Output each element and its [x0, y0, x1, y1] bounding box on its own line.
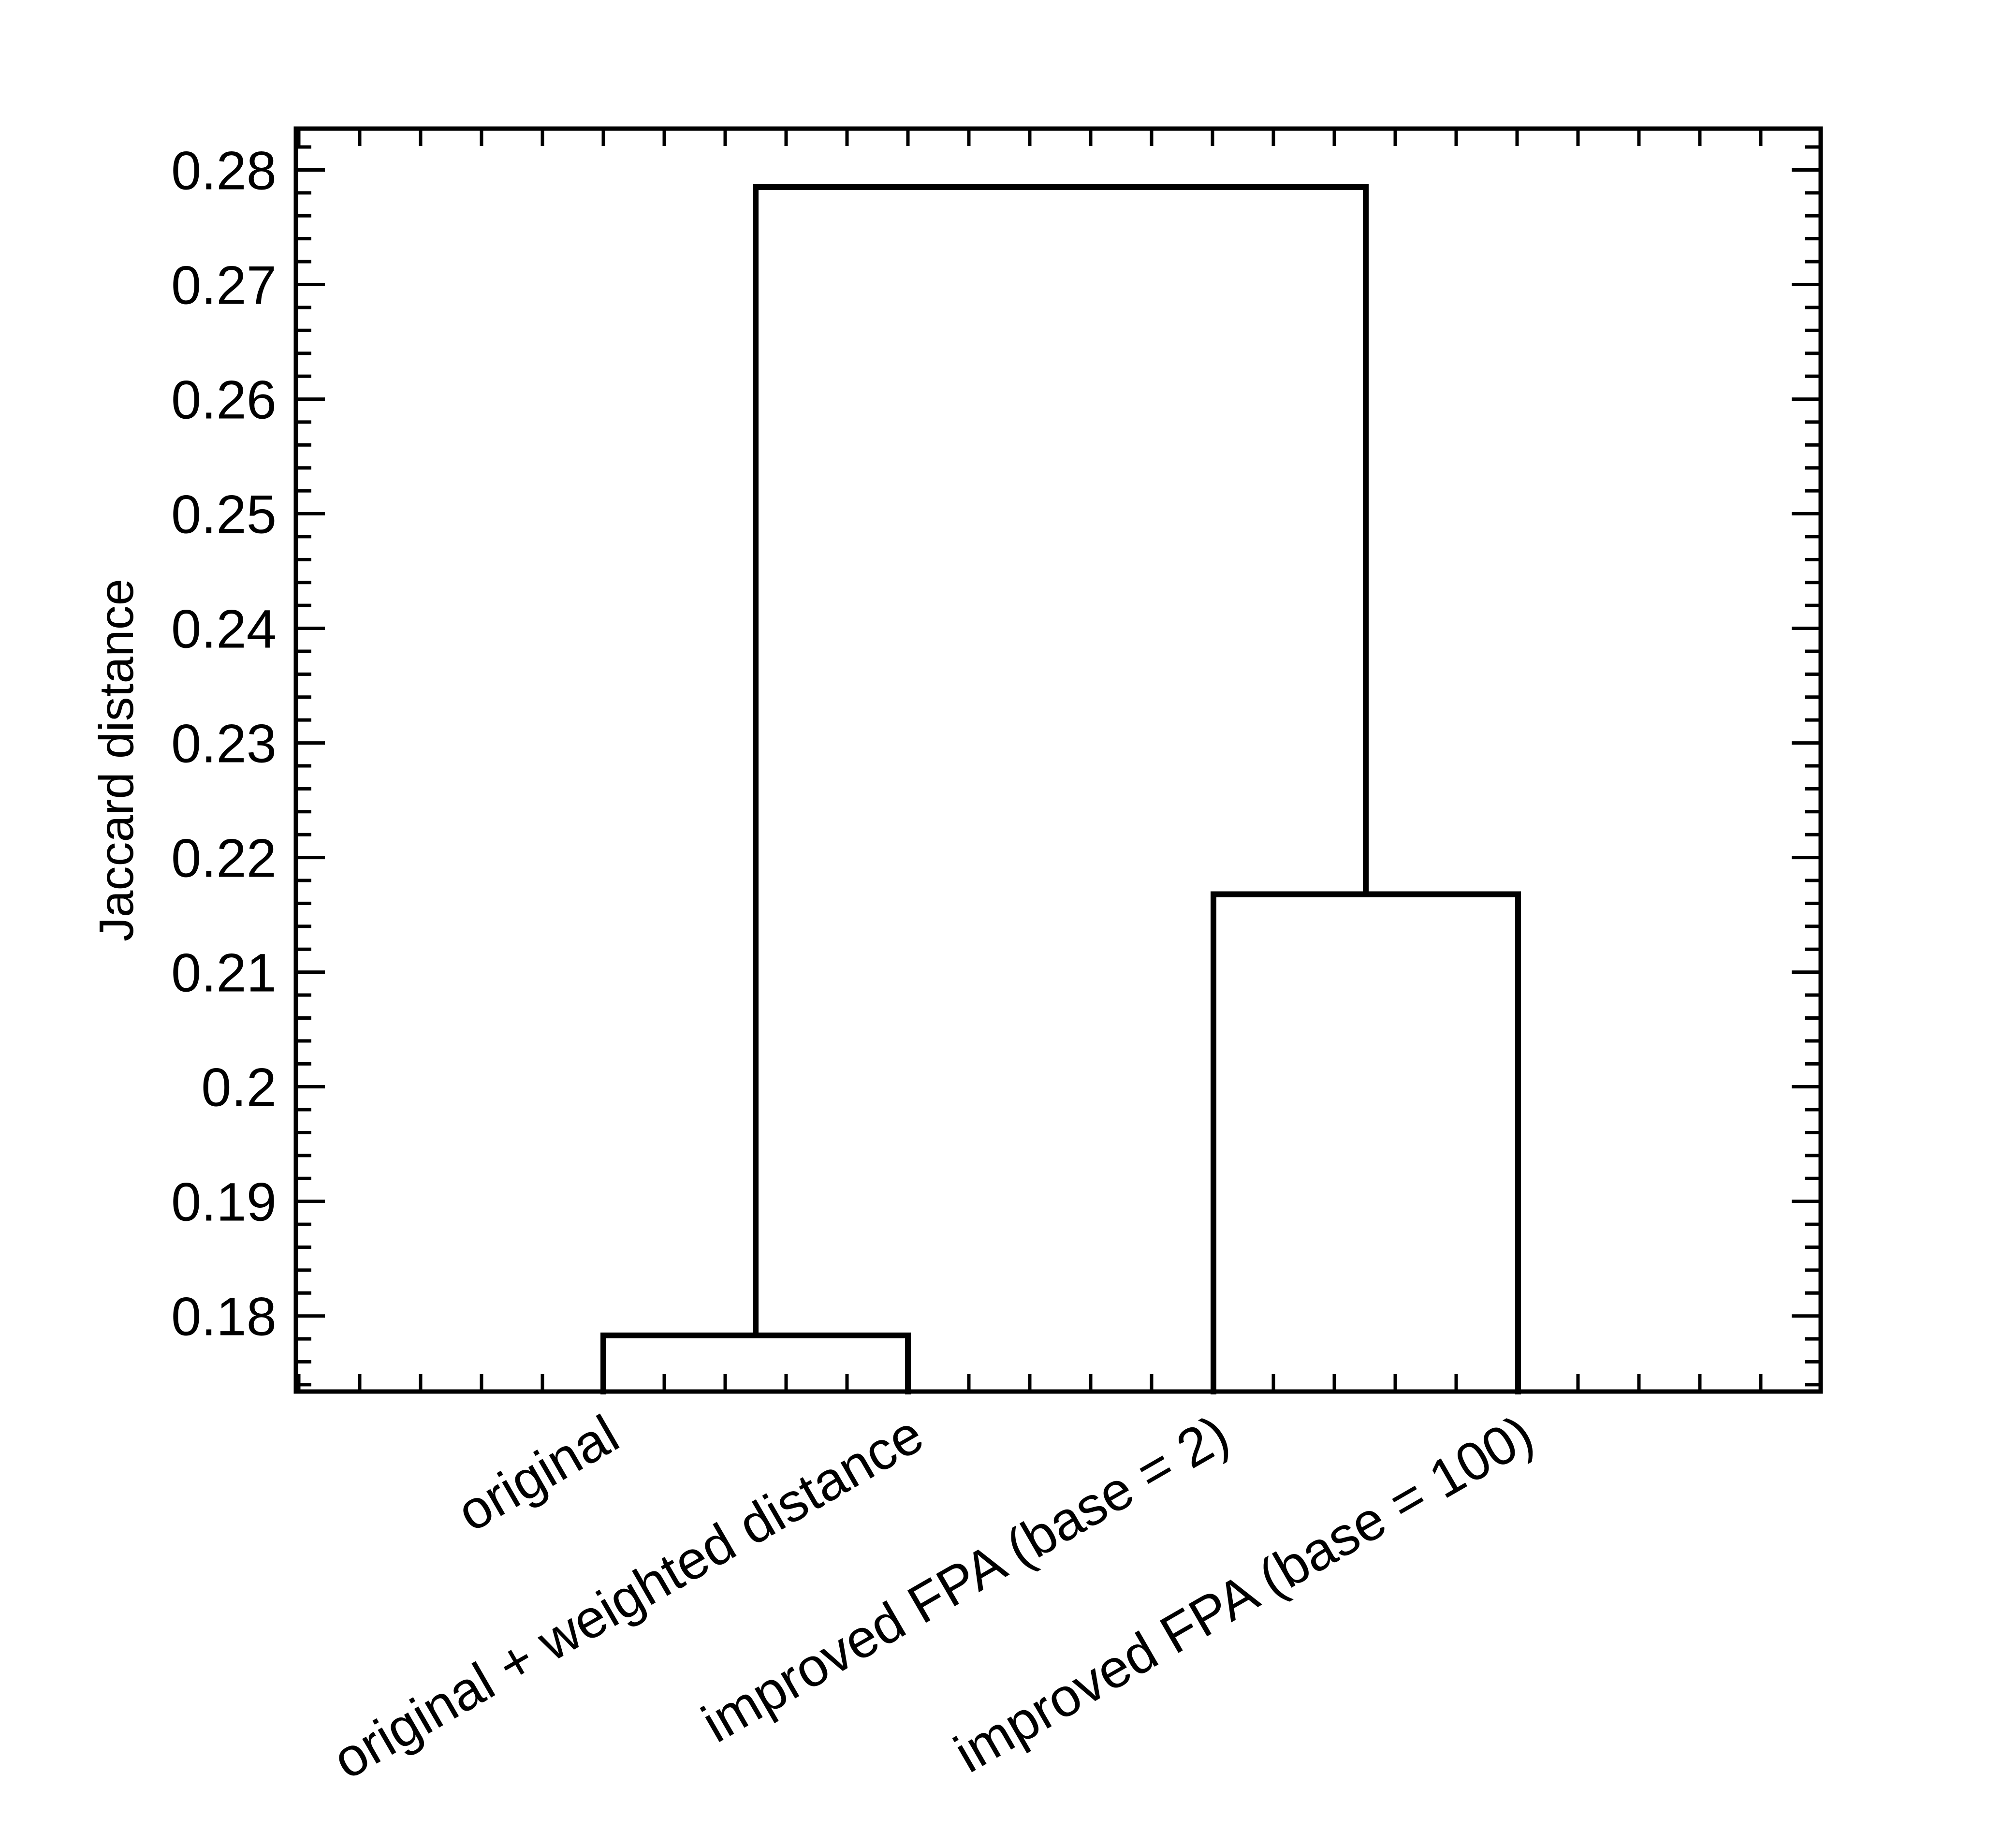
y-tick-label: 0.23 — [171, 714, 277, 774]
axis-ticks — [296, 129, 1821, 1392]
y-tick-label: 0.22 — [171, 828, 277, 889]
y-tick-label: 0.24 — [171, 599, 277, 660]
x-tick-label: improved FPA (base = 100) — [944, 1404, 1543, 1784]
y-tick-label: 0.28 — [171, 140, 277, 201]
y-tick-label: 0.27 — [171, 255, 277, 315]
y-tick-label: 0.25 — [171, 484, 277, 545]
x-tick-label: original — [447, 1404, 628, 1543]
y-tick-label: 0.19 — [171, 1172, 277, 1232]
dendrogram-links — [600, 184, 1521, 1394]
y-axis-label: Jaccard distance — [89, 579, 144, 941]
merge-link-original-weighted — [600, 1333, 911, 1394]
merge-link-root — [753, 184, 1369, 1338]
merge-link-improved-fpa — [1211, 891, 1521, 1394]
y-tick-label: 0.21 — [171, 943, 277, 1003]
y-tick-label: 0.2 — [201, 1057, 277, 1118]
y-tick-labels: 0.18 0.19 0.2 0.21 0.22 0.23 0.24 0.25 0.26 0.27 0… — [171, 140, 277, 1347]
y-tick-label: 0.26 — [171, 369, 277, 430]
x-tick-label: original + weighted distance — [323, 1404, 933, 1791]
plot-frame — [293, 126, 1823, 1394]
x-tick-label: improved FPA (base = 2) — [692, 1404, 1239, 1754]
y-tick-label: 0.18 — [171, 1287, 277, 1347]
